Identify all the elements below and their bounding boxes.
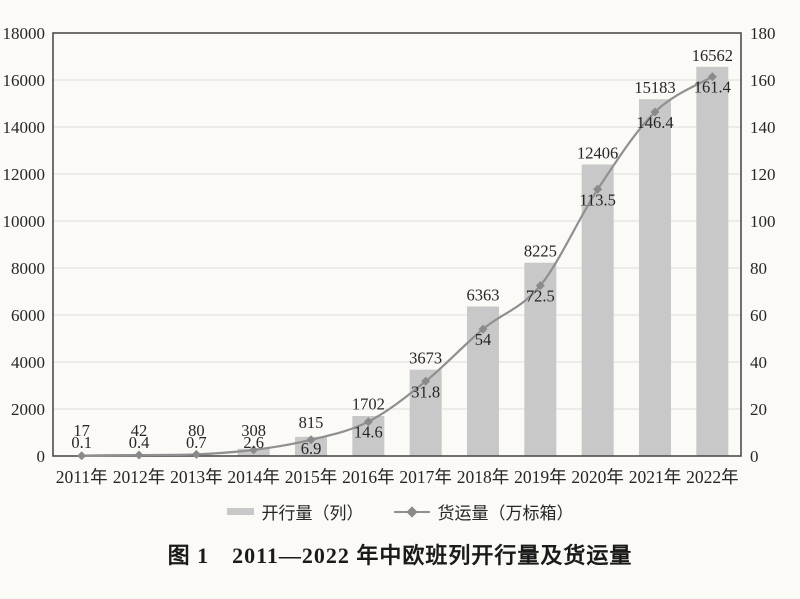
line-value-label: 2.6 [243,433,264,452]
left-axis-tick-label: 14000 [3,118,46,137]
x-axis-label: 2018年 [457,467,510,487]
line-marker [249,445,259,455]
x-axis-label: 2020年 [571,467,624,487]
bar-value-label: 12406 [577,143,618,162]
x-axis-label: 2013年 [170,467,223,487]
legend-item-bar-series: 开行量（列） [226,499,364,524]
line-marker [650,107,660,117]
bar-value-label: 308 [241,421,266,440]
bar [696,66,729,456]
x-axis-label: 2015年 [285,467,338,487]
bar [524,262,557,456]
chart-canvas: 0 2000 4000 6000 8000 10000 12000 14000 16000 180… [3,24,776,487]
line-diamond-swatch-icon [393,505,430,518]
bar-value-label: 80 [188,421,205,440]
bar-value-label: 8225 [524,242,557,261]
bar-value-label: 17 [73,421,90,440]
x-axis-label: 2016年 [342,467,395,487]
left-axis-tick-label: 6000 [11,306,45,325]
line-value-label: 72.5 [526,287,555,306]
line-marker [134,450,144,460]
left-axis-tick-label: 8000 [11,259,45,278]
figure-caption: 图 1 2011—2022 年中欧班列开行量及货运量 [167,543,633,568]
x-axis-label: 2017年 [399,467,452,487]
bar-swatch-icon [226,508,254,515]
legend-label-bar-series: 开行量（列） [261,504,364,523]
bar [639,99,671,457]
left-axis-tick-label: 10000 [3,212,46,231]
line-marker [593,184,603,194]
bar-value-label: 16562 [692,46,733,65]
legend-item-line-series: 货运量（万标箱） [393,499,574,524]
line-value-label: 0.4 [129,433,150,452]
x-axis-label: 2019年 [514,467,567,487]
line-marker [421,376,431,386]
line-marker [478,324,488,334]
bar-value-label: 15183 [634,78,675,97]
line-marker [77,451,87,461]
left-axis-tick-label: 16000 [3,71,46,90]
x-axis-label: 2022年 [686,467,739,487]
right-axis-tick-label: 120 [750,165,776,184]
right-axis-tick-label: 80 [750,259,767,278]
left-axis-tick-label: 2000 [11,400,45,419]
plot-border [52,32,742,457]
line-marker [191,449,201,459]
line-marker [535,281,545,291]
line-value-label: 146.4 [636,113,673,132]
line-value-label: 14.6 [354,423,383,442]
line-marker [306,435,316,445]
line-value-label: 31.8 [411,382,440,401]
line-series-path [81,75,713,457]
legend-label-line-series: 货运量（万标箱） [437,504,574,523]
line-value-label: 113.5 [579,190,616,209]
right-axis-tick-label: 40 [750,353,767,372]
line-marker [707,72,717,82]
right-axis-tick-label: 140 [750,118,776,137]
line-marker [363,417,373,427]
x-axis-label: 2012年 [113,467,166,487]
left-axis-tick-label: 12000 [3,165,46,184]
line-value-label: 161.4 [694,78,731,97]
x-axis-label: 2021年 [629,467,682,487]
line-value-label: 6.9 [301,439,322,458]
bar-value-label: 1702 [352,395,385,414]
right-axis-tick-label: 0 [750,447,759,466]
right-axis-tick-label: 20 [750,400,767,419]
line-value-label: 0.7 [186,433,207,452]
left-axis-tick-label: 4000 [11,353,45,372]
line-value-label: 0.1 [71,433,92,452]
chart-legend: 开行量（列） 货运量（万标箱） [0,499,800,524]
bar-value-label: 815 [299,413,324,432]
bar-value-label: 42 [131,421,148,440]
left-axis-tick-label: 18000 [3,24,46,43]
bar-value-label: 6363 [467,285,500,304]
left-axis-tick-label: 0 [37,447,46,466]
line-value-label: 54 [475,330,492,349]
bar-value-label: 3673 [409,349,442,368]
x-axis-label: 2011年 [56,467,108,487]
bar [581,164,614,457]
right-axis-tick-label: 160 [750,71,776,90]
right-axis-tick-label: 180 [750,24,776,43]
right-axis-tick-label: 60 [750,306,767,325]
x-axis-label: 2014年 [227,467,280,487]
right-axis-tick-label: 100 [750,212,776,231]
